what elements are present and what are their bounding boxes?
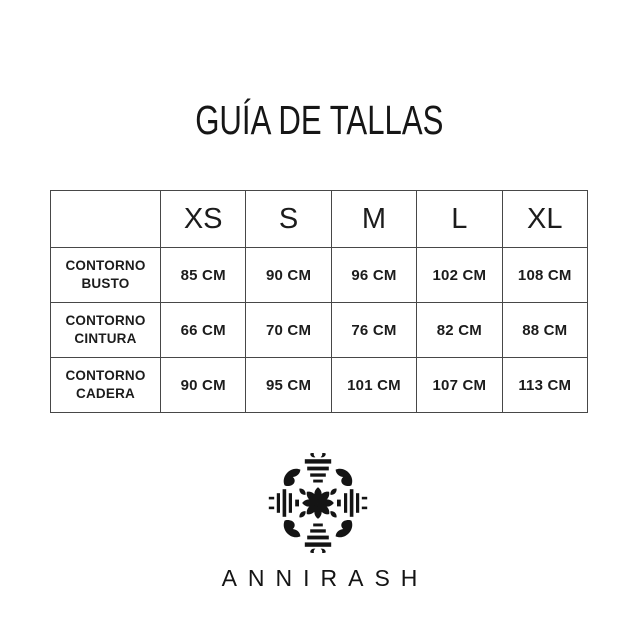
size-value-cell: 85 CM [159,247,247,303]
size-value-cell: 101 CM [330,357,418,413]
row-label-cadera: CONTORNO CADERA [50,357,161,413]
size-column-header-xl: XL [501,190,589,248]
size-value-cell: 82 CM [416,302,503,358]
row-label-line1: CONTORNO [65,313,146,329]
page-title-text: GUÍA DE TALLAS [195,97,444,143]
size-value-cell: 88 CM [501,302,589,358]
size-column-header-l: L [416,190,503,248]
size-value-cell: 113 CM [501,357,589,413]
size-value-cell: 70 CM [245,302,332,358]
row-label-line2: CADERA [76,386,135,401]
measurement-row-busto: CONTORNO BUSTO 85 CM 90 CM 96 CM 102 CM … [50,247,589,303]
size-value-cell: 96 CM [330,247,418,303]
size-column-header-xs: XS [159,190,247,248]
size-value-cell: 76 CM [330,302,418,358]
row-label-line1: CONTORNO [65,368,146,384]
folk-snowflake-icon [268,453,368,553]
size-table: XS S M L XL CONTORNO BUSTO 85 CM 90 CM 9… [50,190,589,413]
size-value-cell: 102 CM [416,247,503,303]
size-value-cell: 66 CM [159,302,247,358]
size-value-cell: 90 CM [159,357,247,413]
size-column-header-s: S [245,190,332,248]
page-title: GUÍA DE TALLAS [0,97,639,143]
measurement-row-cintura: CONTORNO CINTURA 66 CM 70 CM 76 CM 82 CM… [50,302,589,358]
row-label-cintura: CONTORNO CINTURA [50,302,161,358]
brand-name: ANNIRASH [221,565,429,591]
size-header-row: XS S M L XL [50,190,589,248]
size-value-cell: 108 CM [501,247,589,303]
size-value-cell: 107 CM [416,357,503,413]
table-corner-cell [50,190,161,248]
row-label-line1: CONTORNO [65,258,146,274]
row-label-line2: BUSTO [81,276,130,291]
row-label-line2: CINTURA [74,331,137,346]
brand-logo [268,453,368,553]
size-column-header-m: M [330,190,418,248]
size-value-cell: 90 CM [245,247,332,303]
measurement-row-cadera: CONTORNO CADERA 90 CM 95 CM 101 CM 107 C… [50,357,589,413]
row-label-busto: CONTORNO BUSTO [50,247,161,303]
size-value-cell: 95 CM [245,357,332,413]
